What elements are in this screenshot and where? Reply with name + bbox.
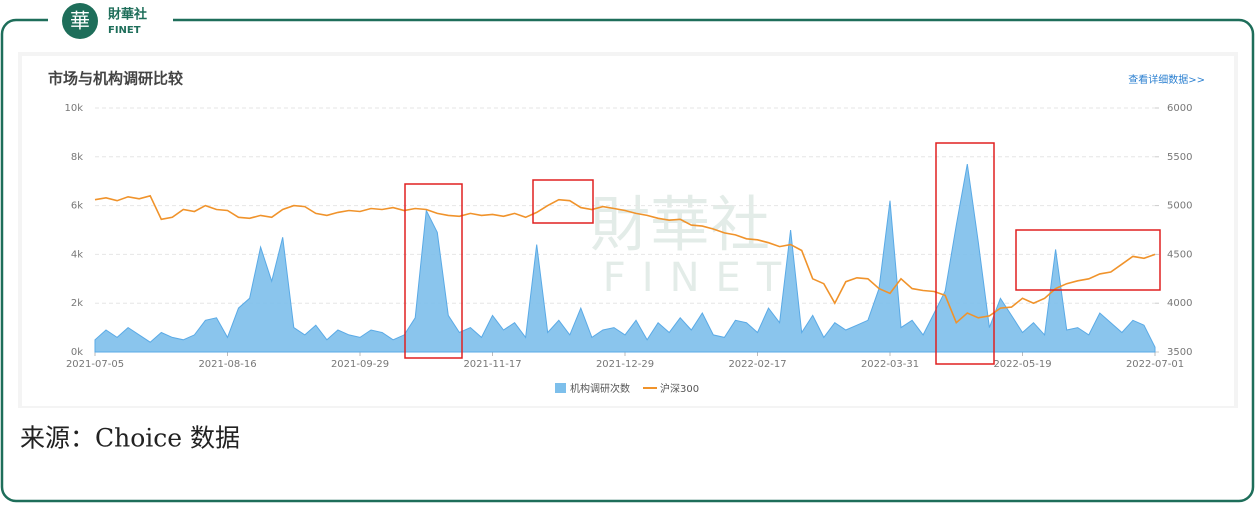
x-tick-label: 2022-07-01 (1126, 359, 1184, 370)
chart-title: 市场与机构调研比较 (48, 70, 183, 88)
caption: 来源：Choice 数据 (20, 424, 240, 453)
watermark-name: 財華社 (590, 191, 770, 261)
x-tick-label: 2021-11-17 (463, 359, 521, 370)
highlight-box (1015, 229, 1161, 291)
x-tick-label: 2021-07-05 (66, 359, 124, 370)
logo-icon: 華 (70, 9, 90, 33)
y-tick-label: 4k (71, 249, 83, 260)
y2-tick-label: 3500 (1167, 347, 1192, 358)
x-tick-label: 2022-02-17 (728, 359, 786, 370)
line (94, 194, 1156, 325)
legend-label: 机构调研次数 (570, 382, 630, 395)
highlight-box (935, 142, 995, 365)
y-tick-label: 0k (71, 347, 83, 358)
x-tick-label: 2022-05-19 (993, 359, 1051, 370)
legend-swatch (555, 383, 566, 393)
frame (0, 18, 1255, 503)
legend-label: 沪深300 (660, 382, 699, 395)
y2-tick-label: 5500 (1167, 152, 1192, 163)
logo-en: FINET (108, 25, 141, 36)
plot: 0k 2k 4k 6k 8k 10k 3500 4000 4500 5000 5500 6000 202… (64, 103, 1192, 395)
y2-tick-label: 5000 (1167, 201, 1192, 212)
logo-name: 財華社 (107, 7, 147, 23)
highlight-box (404, 183, 463, 359)
highlight-box (532, 179, 594, 224)
y-tick-label: 6k (71, 201, 83, 212)
y-tick-label: 8k (71, 152, 83, 163)
watermark-en: FINET (603, 255, 797, 301)
logo-mark (62, 3, 98, 39)
x-tick-label: 2021-09-29 (331, 359, 389, 370)
x-tick-label: 2021-08-16 (198, 359, 256, 370)
x-tick-label: 2021-12-29 (596, 359, 654, 370)
x-tick-label: 2022-03-31 (861, 359, 919, 370)
y-tick-label: 10k (64, 103, 83, 114)
y2-tick-label: 6000 (1167, 103, 1192, 114)
y2-tick-label: 4500 (1167, 249, 1192, 260)
detail-link[interactable]: 查看详细数据>> (1128, 73, 1205, 86)
y2-tick-label: 4000 (1167, 298, 1192, 309)
y-tick-label: 2k (71, 298, 83, 309)
